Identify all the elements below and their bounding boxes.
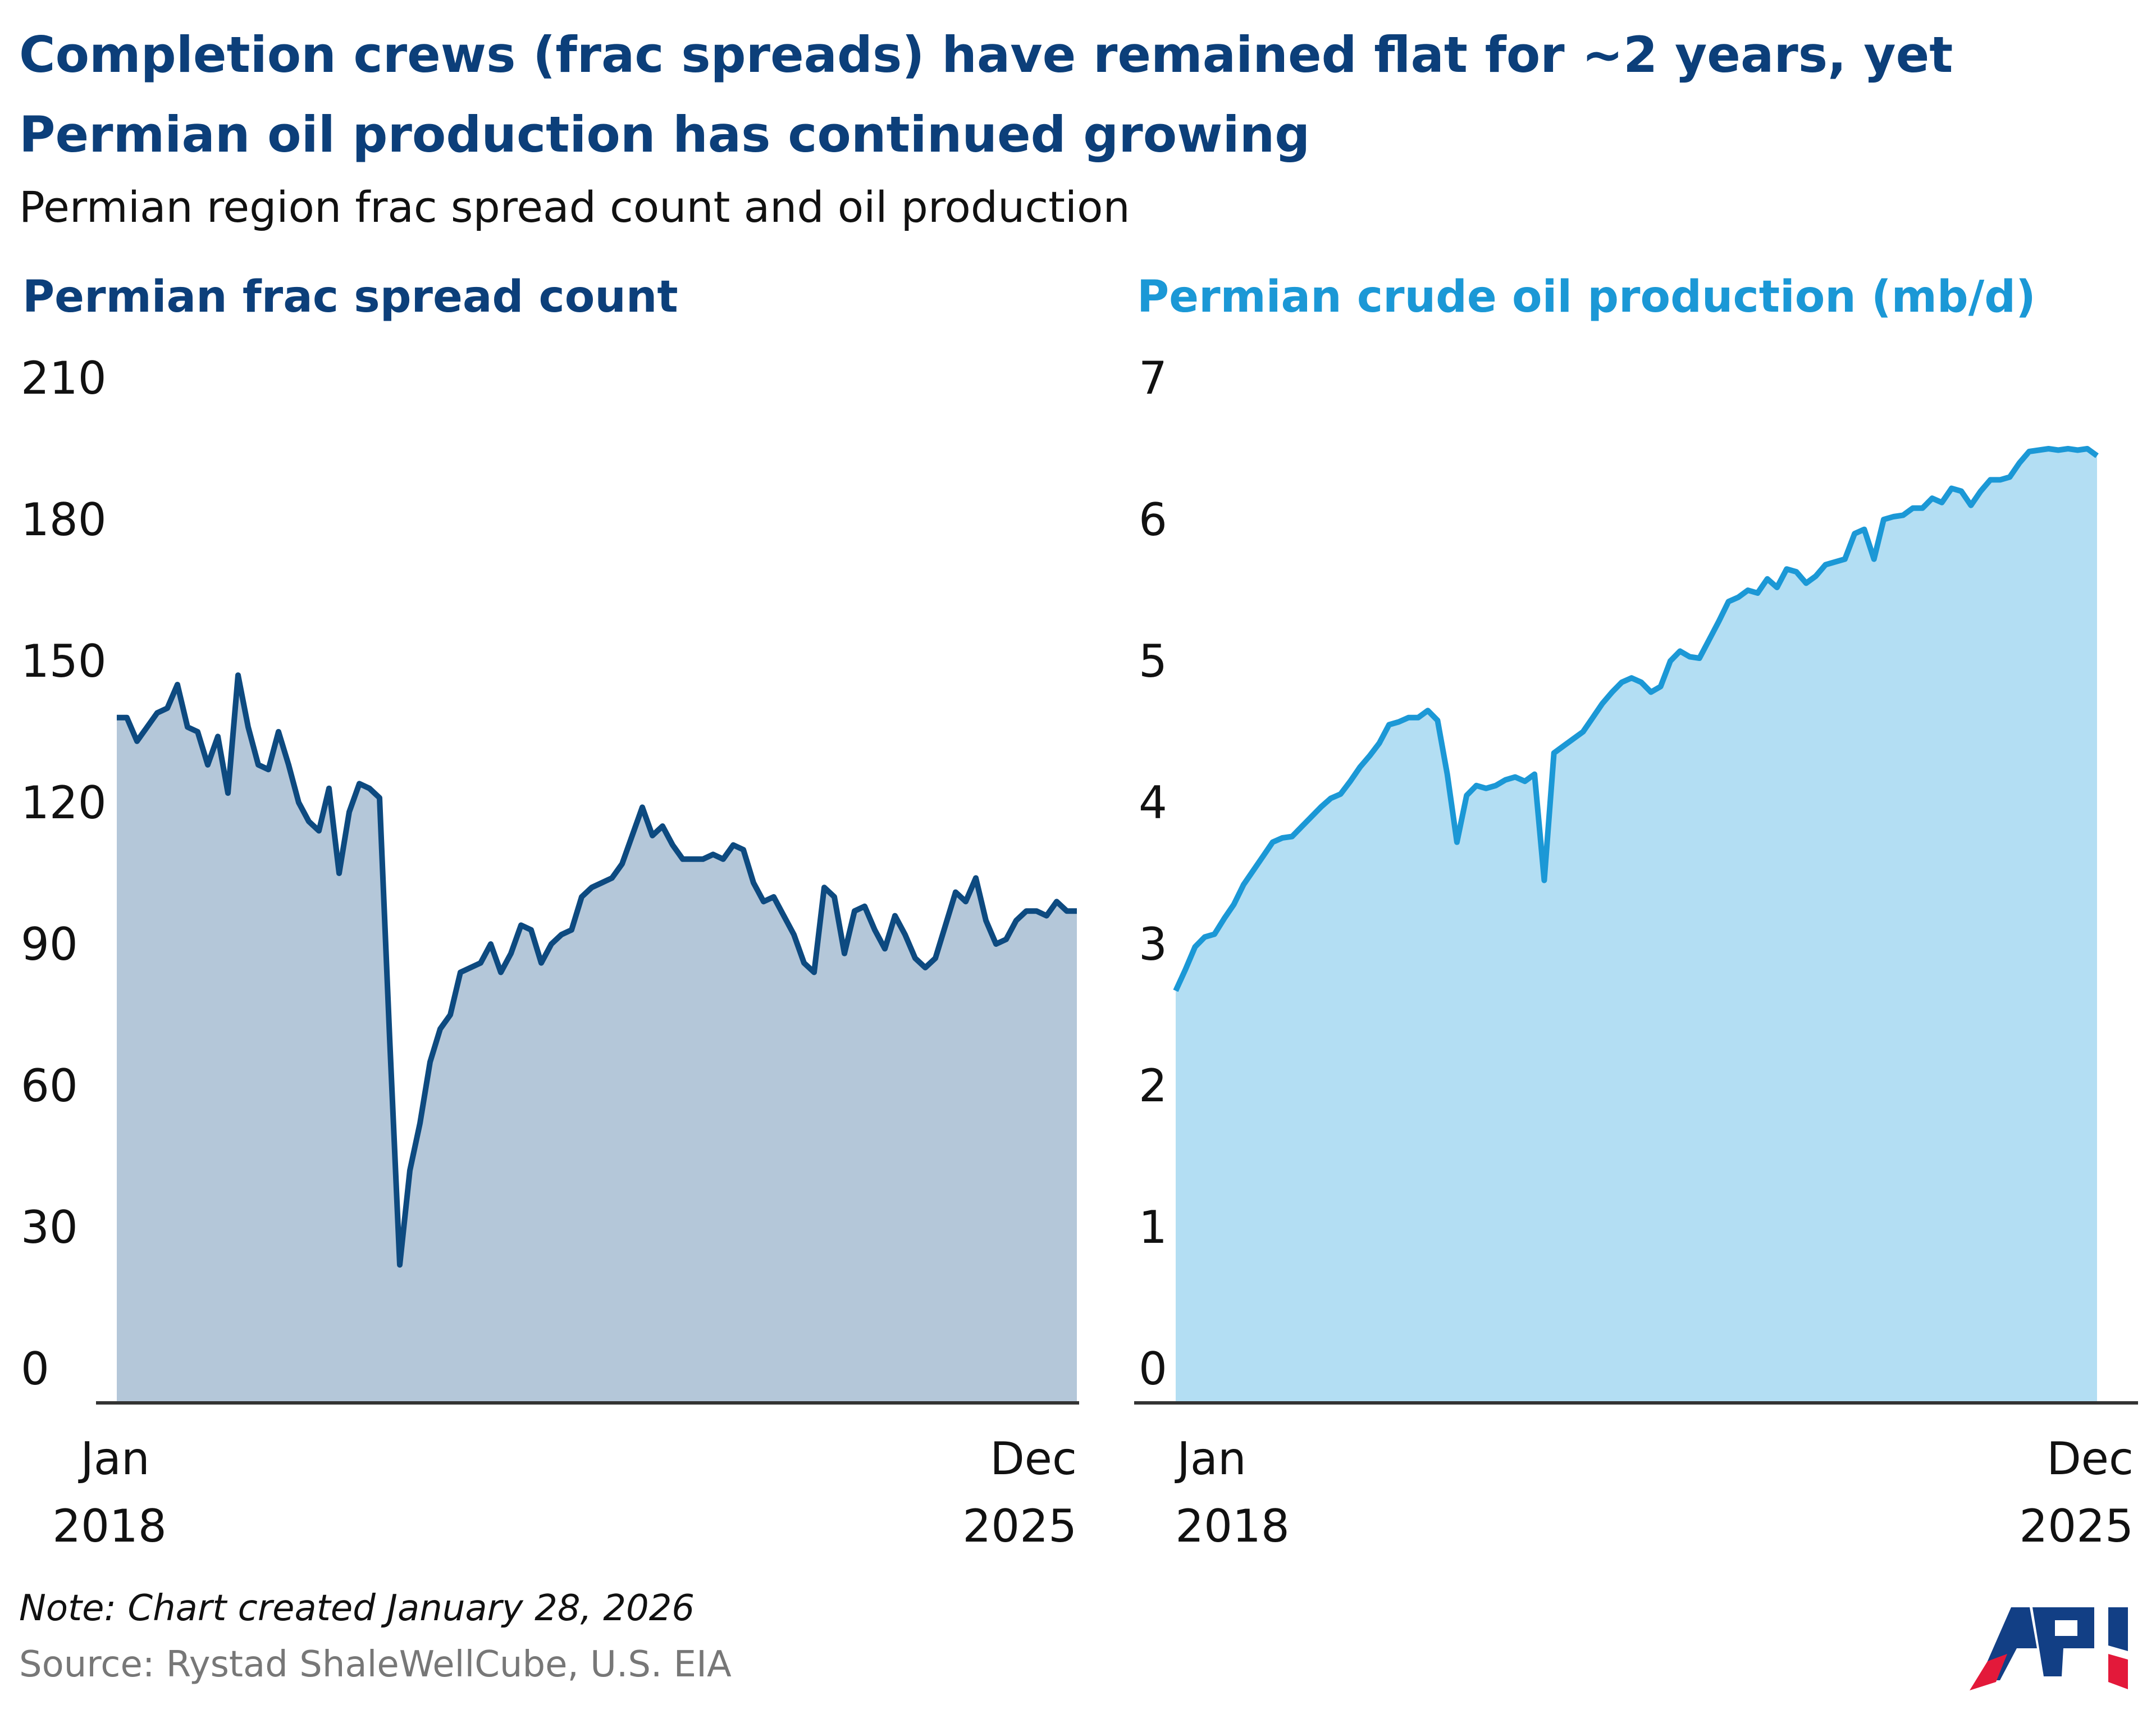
left-ytick-label: 120 — [21, 777, 107, 829]
right-xtick-start-month: Jan — [1174, 1433, 1246, 1485]
left-xtick-end-month: Dec — [990, 1433, 1077, 1485]
right-ytick-label: 7 — [1139, 352, 1167, 404]
left-ytick-label: 0 — [21, 1343, 49, 1395]
left-ytick-label: 90 — [21, 918, 78, 970]
left-xtick-start-year: 2018 — [52, 1500, 167, 1552]
frac-spread-chart: Permian frac spread count 0 30 60 90 120 150 1… — [21, 272, 1079, 1552]
right-xtick-start-year: 2018 — [1175, 1500, 1290, 1552]
left-ytick-label: 210 — [21, 352, 107, 404]
right-ytick-label: 1 — [1139, 1201, 1167, 1253]
right-ytick-label: 6 — [1139, 494, 1167, 546]
frac-spread-line — [117, 672, 1077, 1268]
left-chart-title: Permian frac spread count — [22, 272, 678, 322]
left-ytick-label: 30 — [21, 1201, 78, 1253]
frac-spread-area — [117, 675, 1077, 1401]
oil-production-chart: Permian crude oil production (mb/d) 0 1 2 3… — [1134, 272, 2138, 1552]
right-xtick-end-month: Dec — [2047, 1433, 2134, 1485]
oil-production-line — [1173, 446, 2099, 992]
subtitle: Permian region frac spread count and oil… — [19, 182, 1130, 232]
title-line-2: Permian oil production has continued gro… — [19, 106, 1310, 163]
api-logo — [1970, 1607, 2128, 1690]
left-xtick-end-year: 2025 — [962, 1500, 1077, 1552]
right-ytick-label: 4 — [1139, 777, 1167, 829]
right-ytick-label: 3 — [1139, 918, 1167, 970]
left-ytick-label: 180 — [21, 494, 107, 546]
left-xtick-start-month: Jan — [77, 1433, 149, 1485]
left-ytick-label: 60 — [21, 1060, 78, 1112]
oil-production-area — [1176, 449, 2097, 1401]
right-chart-title: Permian crude oil production (mb/d) — [1137, 272, 2036, 322]
right-ytick-label: 2 — [1139, 1060, 1167, 1112]
right-xtick-end-year: 2025 — [2019, 1500, 2134, 1552]
left-ytick-label: 150 — [21, 635, 107, 687]
right-ytick-label: 0 — [1139, 1343, 1167, 1395]
source: Source: Rystad ShaleWellCube, U.S. EIA — [19, 1644, 732, 1685]
right-ytick-label: 5 — [1139, 635, 1167, 687]
note: Note: Chart created January 28, 2026 — [19, 1588, 695, 1629]
title-line-1: Completion crews (frac spreads) have rem… — [19, 26, 1953, 84]
